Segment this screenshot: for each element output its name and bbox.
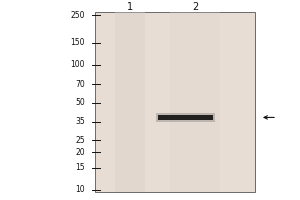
Text: 15: 15 [75, 163, 85, 172]
Text: 25: 25 [75, 136, 85, 145]
Bar [158, 115, 212, 120]
Text: 50: 50 [75, 98, 85, 107]
Bar [115, 12, 145, 192]
Bar [170, 12, 220, 192]
Text: 250: 250 [70, 10, 85, 20]
Text: 70: 70 [75, 80, 85, 89]
Text: 10: 10 [75, 186, 85, 194]
Text: 1: 1 [127, 2, 133, 12]
Bar [155, 113, 214, 122]
Bar [95, 12, 255, 192]
Text: 20: 20 [75, 148, 85, 157]
Text: 150: 150 [70, 38, 85, 47]
Text: 2: 2 [192, 2, 198, 12]
Text: 100: 100 [70, 60, 85, 69]
Text: 35: 35 [75, 117, 85, 126]
